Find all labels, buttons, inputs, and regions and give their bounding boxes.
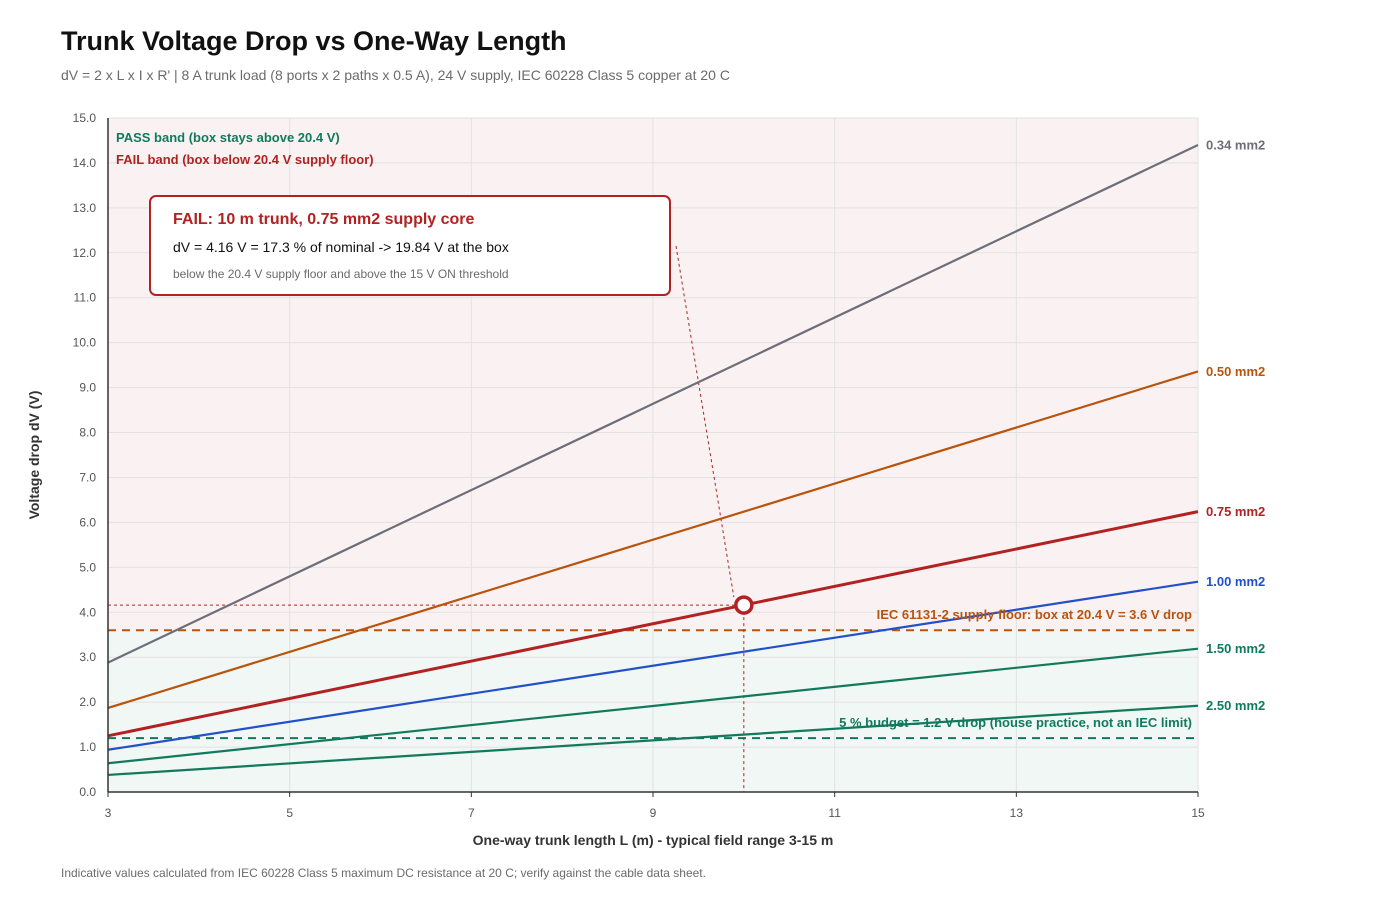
y-tick-label: 6.0 xyxy=(79,515,96,529)
fail-callout: FAIL: 10 m trunk, 0.75 mm2 supply core d… xyxy=(149,195,671,296)
y-tick-label: 15.0 xyxy=(73,111,97,125)
series-line-0-50-mm2 xyxy=(107,370,1199,710)
series-label-1-50-mm2: 1.50 mm2 xyxy=(1206,641,1265,656)
x-tick-label: 11 xyxy=(828,806,841,820)
highlight-point xyxy=(734,595,754,615)
y-tick-label: 1.0 xyxy=(79,740,96,754)
series-line-1-00-mm2 xyxy=(107,580,1199,751)
series-line-0-75-mm2 xyxy=(107,510,1199,738)
budget-label: 5 % budget = 1.2 V drop (house practice,… xyxy=(839,715,1192,730)
y-tick-label: 8.0 xyxy=(79,426,96,440)
supply-floor-label: IEC 61131-2 supply floor: box at 20.4 V … xyxy=(877,607,1192,622)
y-tick-label: 9.0 xyxy=(79,381,96,395)
y-tick-label: 7.0 xyxy=(79,470,96,484)
y-tick-label: 10.0 xyxy=(73,336,97,350)
series-line-0-34-mm2 xyxy=(107,143,1199,664)
x-axis-title: One-way trunk length L (m) - typical fie… xyxy=(473,832,834,848)
series-label-1-00-mm2: 1.00 mm2 xyxy=(1206,574,1265,589)
series-label-0-34-mm2: 0.34 mm2 xyxy=(1206,137,1265,152)
y-tick-label: 12.0 xyxy=(73,246,97,260)
y-tick-label: 0.0 xyxy=(79,785,96,799)
callout-leader xyxy=(675,245,735,598)
callout-note: below the 20.4 V supply floor and above … xyxy=(173,267,509,281)
y-tick-label: 2.0 xyxy=(79,695,96,709)
series-label-0-75-mm2: 0.75 mm2 xyxy=(1206,504,1265,519)
y-tick-label: 11.0 xyxy=(74,291,97,305)
x-tick-label: 9 xyxy=(650,806,657,820)
callout-detail: dV = 4.16 V = 17.3 % of nominal -> 19.84… xyxy=(173,239,509,255)
x-tick-label: 5 xyxy=(286,806,293,820)
y-axis-title: Voltage drop dV (V) xyxy=(26,391,42,520)
pass-band-label: PASS band (box stays above 20.4 V) xyxy=(116,130,340,145)
series-line-2-50-mm2 xyxy=(107,704,1199,777)
x-tick-label: 15 xyxy=(1191,806,1205,820)
x-tick-label: 3 xyxy=(105,806,112,820)
fail-band-label: FAIL band (box below 20.4 V supply floor… xyxy=(116,152,374,167)
series-line-1-50-mm2 xyxy=(107,647,1199,765)
y-tick-label: 4.0 xyxy=(79,605,96,619)
x-tick-label: 13 xyxy=(1010,806,1024,820)
y-tick-label: 5.0 xyxy=(79,560,96,574)
series-label-2-50-mm2: 2.50 mm2 xyxy=(1206,698,1265,713)
y-tick-label: 3.0 xyxy=(79,650,96,664)
chart-subtitle: dV = 2 x L x I x R' | 8 A trunk load (8 … xyxy=(61,67,730,83)
chart-title: Trunk Voltage Drop vs One-Way Length xyxy=(61,26,567,56)
callout-title: FAIL: 10 m trunk, 0.75 mm2 supply core xyxy=(173,211,475,228)
series-label-0-50-mm2: 0.50 mm2 xyxy=(1206,364,1265,379)
x-tick-label: 7 xyxy=(468,806,475,820)
y-tick-label: 14.0 xyxy=(73,156,97,170)
footnote: Indicative values calculated from IEC 60… xyxy=(61,866,706,880)
y-tick-label: 13.0 xyxy=(73,201,97,215)
